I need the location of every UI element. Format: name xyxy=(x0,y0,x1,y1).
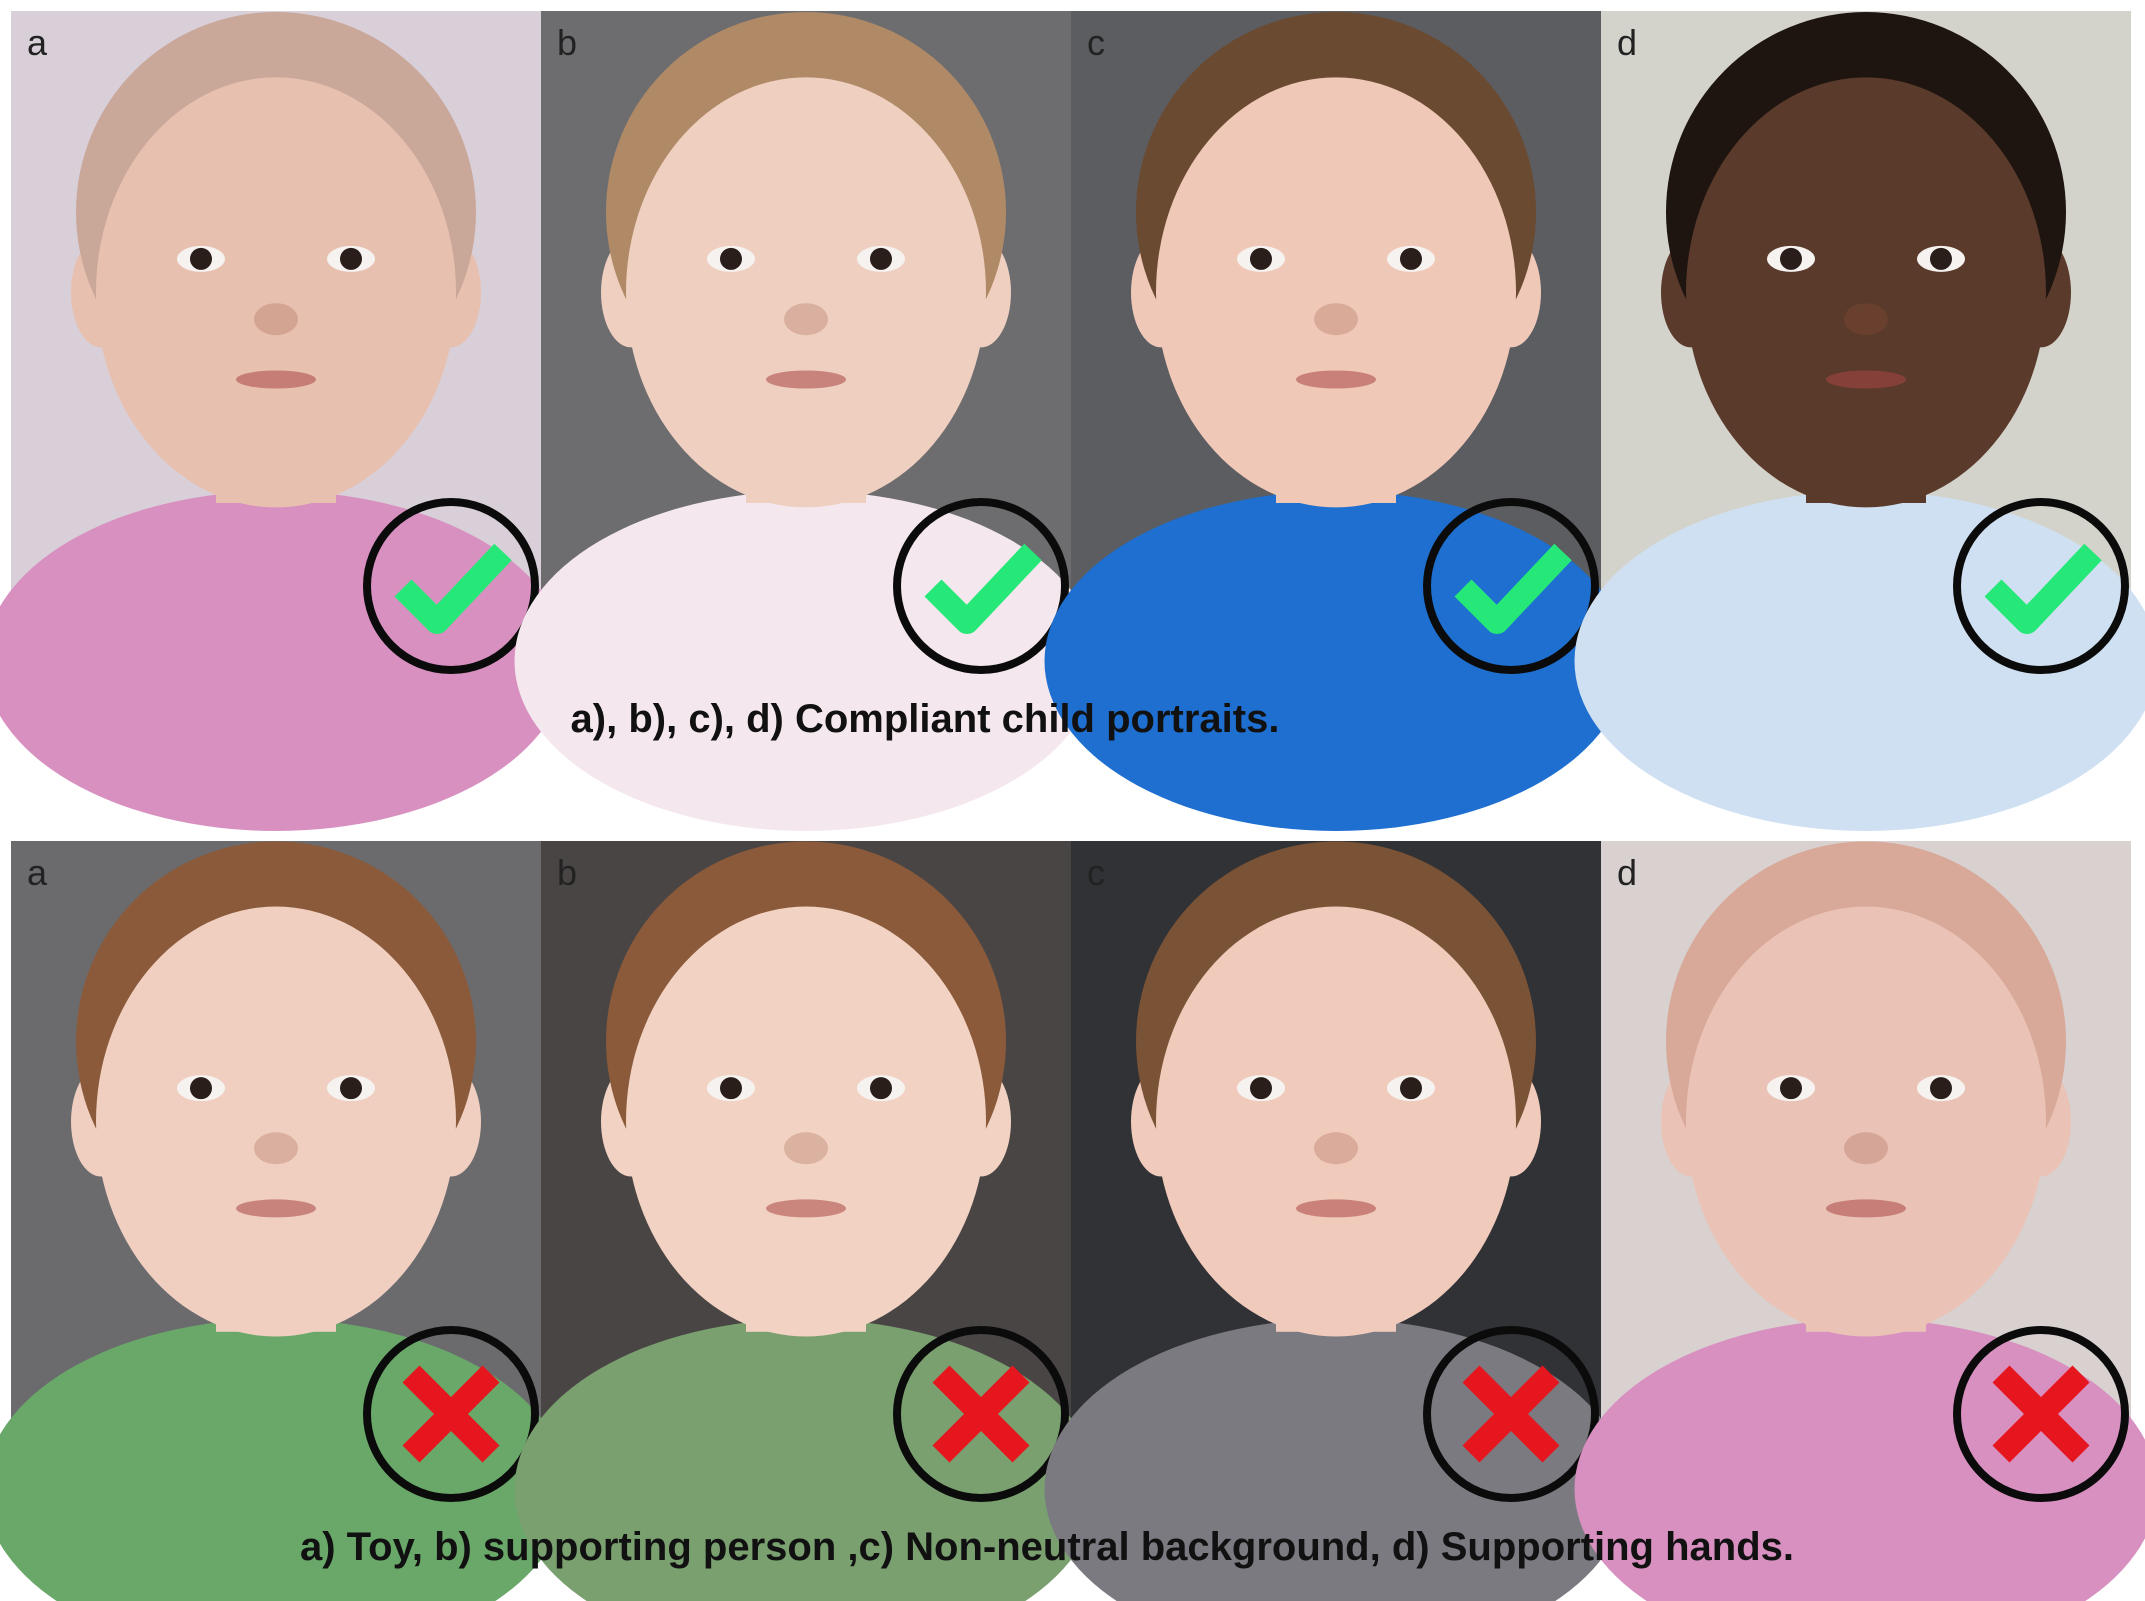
pupil xyxy=(190,1077,212,1100)
pupil xyxy=(870,247,892,270)
face xyxy=(96,906,456,1337)
badge-ring xyxy=(1953,1326,2129,1502)
photo-label: a xyxy=(27,852,48,893)
mouth xyxy=(766,370,846,389)
photo: c xyxy=(1044,841,1628,1601)
pupil xyxy=(1930,1077,1952,1100)
photo-panel: a b c d xyxy=(0,11,2145,831)
check-icon xyxy=(924,543,1042,634)
face xyxy=(1686,906,2046,1337)
photo: a xyxy=(0,841,568,1601)
photo-label: c xyxy=(1087,852,1105,893)
pupil xyxy=(1400,1077,1422,1100)
pupil xyxy=(1250,1077,1272,1100)
pupil xyxy=(720,1077,742,1100)
badge-ring xyxy=(893,1326,1069,1502)
photo: b xyxy=(514,11,1098,831)
badge-ring xyxy=(1423,498,1599,674)
photo-label: a xyxy=(27,22,48,63)
nose xyxy=(784,1132,828,1165)
pupil xyxy=(340,247,362,270)
photo-label: d xyxy=(1617,22,1637,63)
clothing xyxy=(1574,491,2145,831)
face xyxy=(626,77,986,508)
photo: a xyxy=(0,11,568,831)
photo: b xyxy=(514,841,1098,1601)
badge-ring xyxy=(893,498,1069,674)
cross-icon xyxy=(402,1365,500,1463)
nose xyxy=(784,303,828,336)
badge-ring xyxy=(1953,498,2129,674)
nose xyxy=(1314,1132,1358,1165)
face xyxy=(1156,77,1516,508)
pupil xyxy=(1780,1077,1802,1100)
mouth xyxy=(1826,1199,1906,1218)
nose xyxy=(1844,303,1888,336)
mouth xyxy=(1296,370,1376,389)
pupil xyxy=(340,1077,362,1100)
badge-ring xyxy=(363,498,539,674)
mouth xyxy=(1826,370,1906,389)
face xyxy=(96,77,456,508)
photo-label: b xyxy=(557,22,577,63)
photo: c xyxy=(1044,11,1628,831)
cross-icon xyxy=(1462,1365,1560,1463)
nose xyxy=(1314,303,1358,336)
check-icon xyxy=(394,543,512,634)
nose xyxy=(254,1132,298,1165)
mouth xyxy=(236,370,316,389)
nose xyxy=(254,303,298,336)
mouth xyxy=(1296,1199,1376,1218)
face xyxy=(626,906,986,1337)
check-icon xyxy=(1984,543,2102,634)
photo-label: b xyxy=(557,852,577,893)
pupil xyxy=(870,1077,892,1100)
badge-ring xyxy=(1423,1326,1599,1502)
clothing xyxy=(514,491,1098,831)
clothing xyxy=(0,491,568,831)
pupil xyxy=(720,247,742,270)
caption: a) Toy, b) supporting person ,c) Non-neu… xyxy=(300,1525,1794,1569)
clothing xyxy=(1044,491,1628,831)
pupil xyxy=(1930,247,1952,270)
cross-icon xyxy=(932,1365,1030,1463)
photo-panel: a b c d xyxy=(0,841,2145,1601)
pupil xyxy=(1400,247,1422,270)
photo: d xyxy=(1574,841,2145,1601)
cross-icon xyxy=(1992,1365,2090,1463)
face xyxy=(1686,77,2046,508)
face xyxy=(1156,906,1516,1337)
pupil xyxy=(1250,247,1272,270)
photo-label: d xyxy=(1617,852,1637,893)
nose xyxy=(1844,1132,1888,1165)
pupil xyxy=(190,247,212,270)
mouth xyxy=(766,1199,846,1218)
photo-label: c xyxy=(1087,22,1105,63)
pupil xyxy=(1780,247,1802,270)
check-icon xyxy=(1454,543,1572,634)
caption: a), b), c), d) Compliant child portraits… xyxy=(571,697,1280,741)
badge-ring xyxy=(363,1326,539,1502)
mouth xyxy=(236,1199,316,1218)
photo: d xyxy=(1574,11,2145,831)
